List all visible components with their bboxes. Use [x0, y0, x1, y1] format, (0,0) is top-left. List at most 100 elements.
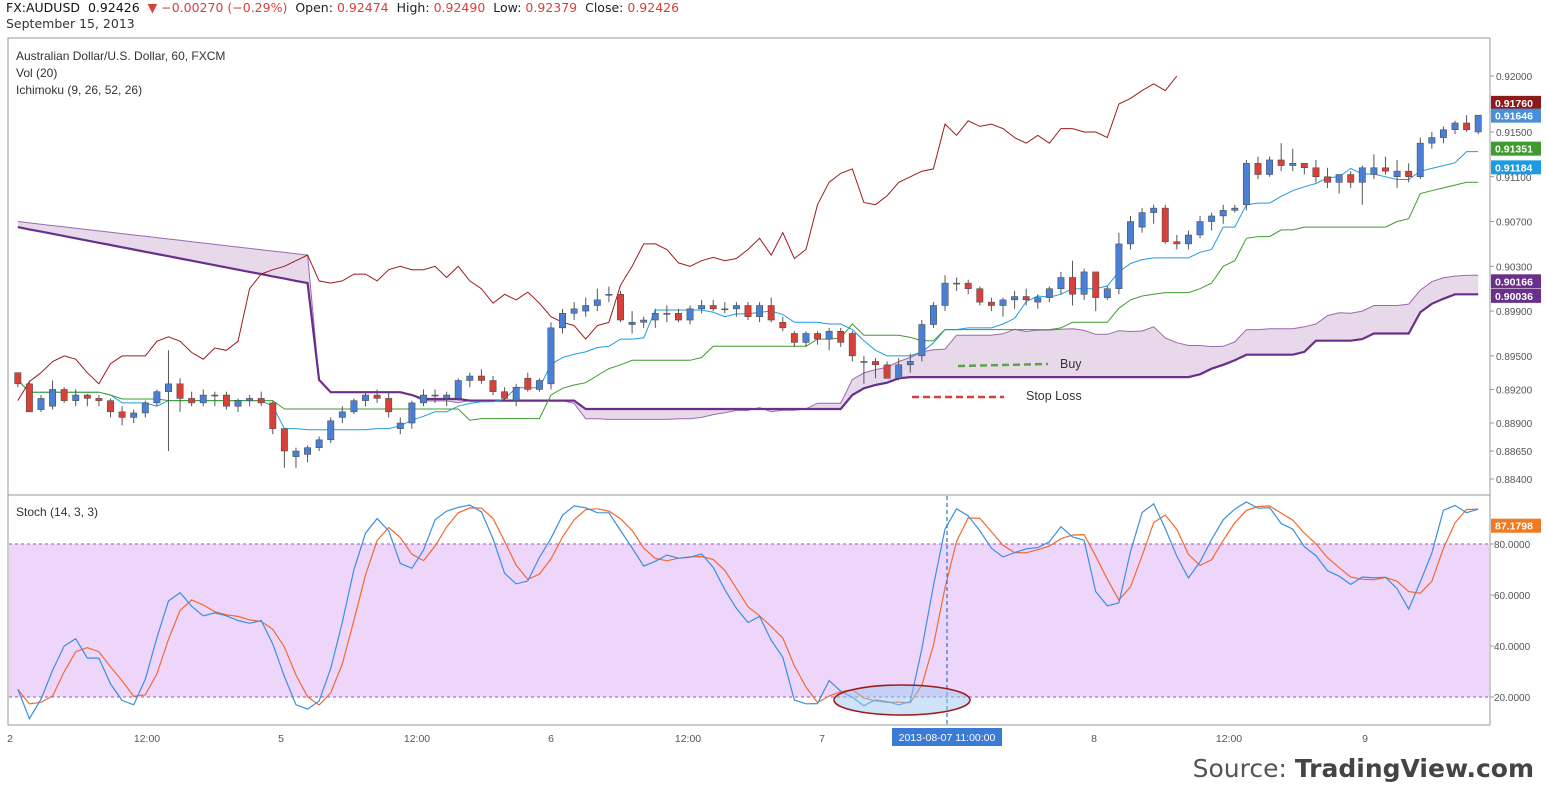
- buy-line: [957, 362, 1049, 368]
- candle-body: [570, 308, 578, 314]
- candle-body: [709, 305, 717, 310]
- last-price: 0.92426: [87, 0, 140, 15]
- candle-body: [1358, 167, 1366, 183]
- candle-body: [176, 383, 184, 399]
- candle-body: [420, 394, 427, 404]
- candle-body: [1312, 167, 1320, 178]
- candle-body: [559, 313, 566, 329]
- stochastic-lines: [17, 501, 1479, 720]
- candle-body: [686, 308, 694, 321]
- candle-body: [141, 402, 149, 414]
- candle-body: [1022, 296, 1030, 301]
- candle-body: [1324, 176, 1331, 183]
- price-tick-label: 0.88900: [1496, 419, 1533, 430]
- price-tick-label: 0.89200: [1496, 385, 1533, 396]
- price-tick-label: 0.90300: [1496, 262, 1533, 273]
- price-tick-label: 0.89900: [1496, 307, 1533, 318]
- price-badge-label: 0.90166: [1495, 276, 1533, 288]
- candle-body: [315, 439, 323, 448]
- ichimoku-cloud: [17, 221, 1479, 420]
- source-credit: Source: TradingView.com: [1193, 754, 1534, 783]
- candle-body: [593, 299, 601, 306]
- candle-body: [477, 375, 485, 381]
- candle-body: [188, 398, 196, 404]
- candle-body: [1045, 288, 1053, 298]
- price-tick-label: 0.89500: [1496, 352, 1533, 363]
- candle-body: [663, 313, 671, 315]
- candle-body: [304, 447, 311, 455]
- candle-body: [60, 389, 68, 401]
- candle-body: [999, 299, 1007, 306]
- time-axis[interactable]: 2 12:00 5 12:00 6 12:00 7 8 12:00 9 2013-08-07 11:…: [7, 728, 1368, 746]
- kumo-area: [17, 221, 1479, 420]
- candle-body: [651, 313, 659, 321]
- candle-body: [269, 402, 277, 429]
- candle-body: [883, 364, 891, 379]
- price-badge: [1491, 108, 1541, 123]
- source-brand: TradingView.com: [1294, 754, 1534, 783]
- chikou-span: [17, 75, 1178, 401]
- candles: [14, 114, 1482, 468]
- symbol-header: FX:AUDUSD 0.92426 ▼ −0.00270 (−0.29%) Op…: [6, 0, 683, 36]
- close-label: Close:: [585, 0, 624, 15]
- candle-body: [721, 308, 729, 311]
- candle-body: [1289, 163, 1297, 166]
- price-badge-label: 0.91760: [1495, 98, 1533, 110]
- candle-body: [964, 282, 972, 289]
- stop-loss-label: Stop Loss: [1026, 389, 1082, 403]
- candle-body: [385, 398, 393, 413]
- candle-body: [1161, 207, 1169, 242]
- ichimoku-indicator-label: Ichimoku (9, 26, 52, 26): [16, 83, 142, 97]
- senkou-span-a: [17, 221, 1479, 420]
- price-axis[interactable]: 0.92000 0.91500 0.91100 0.90700 0.90300 0.899…: [1490, 72, 1541, 704]
- oversold-highlight: [833, 684, 971, 716]
- open-label: Open:: [295, 0, 333, 15]
- candle-body: [1173, 241, 1181, 245]
- candle-body: [1208, 215, 1216, 222]
- candle-body: [628, 322, 636, 325]
- candle-body: [118, 411, 126, 418]
- candle-body: [512, 386, 520, 401]
- candle-body: [732, 305, 740, 310]
- candle-body: [1277, 159, 1285, 166]
- candle-body: [454, 380, 462, 399]
- time-axis-label: 9: [1362, 733, 1368, 745]
- price-tick-label: 0.88400: [1496, 475, 1533, 486]
- time-axis-label: 8: [1091, 733, 1097, 745]
- tenkan-line: [17, 151, 1479, 431]
- price-tick-label: 0.88650: [1496, 447, 1533, 458]
- candle-body: [165, 383, 172, 392]
- price-badge: [1491, 141, 1541, 156]
- candle-body: [466, 375, 474, 381]
- candle-body: [1474, 114, 1482, 133]
- candle-body: [350, 400, 358, 413]
- candle-body: [535, 380, 543, 390]
- candle-body: [327, 420, 335, 441]
- candle-body: [25, 383, 33, 413]
- candle-body: [1300, 163, 1308, 169]
- price-tick-label: 0.91500: [1496, 128, 1533, 139]
- candle-body: [779, 322, 787, 329]
- candle-body: [976, 288, 984, 303]
- candle-body: [1127, 221, 1134, 245]
- candle-body: [292, 450, 300, 457]
- candle-body: [396, 422, 404, 429]
- candle-body: [790, 333, 798, 343]
- stoch-tick-label: 80.0000: [1494, 540, 1531, 551]
- candle-body: [906, 361, 914, 366]
- candle-body: [698, 305, 706, 310]
- time-axis-label: 12:00: [675, 733, 701, 745]
- price-tick-label: 0.91100: [1496, 173, 1532, 184]
- price-badge: [1491, 160, 1541, 175]
- candle-body: [1219, 210, 1227, 217]
- time-axis-label: 7: [819, 733, 825, 745]
- candle-body: [1150, 207, 1158, 213]
- price-badge-label: 0.90036: [1495, 291, 1533, 303]
- candle-body: [280, 428, 288, 452]
- source-prefix: Source:: [1192, 754, 1287, 783]
- stoch-badge-label: 87.1798: [1495, 521, 1533, 533]
- price-tick-label: 0.92000: [1496, 72, 1533, 83]
- low-label: Low:: [493, 0, 522, 15]
- price-badge-label: 0.91351: [1495, 144, 1533, 156]
